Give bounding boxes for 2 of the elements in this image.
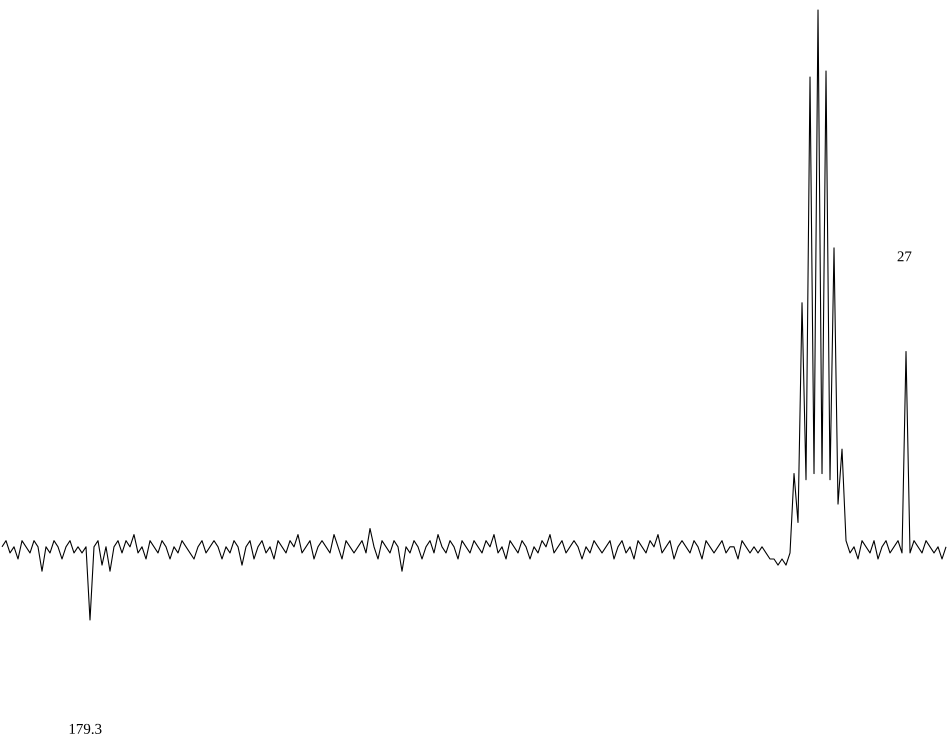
text: 179.3 bbox=[70, 724, 102, 734]
annotation: 27 bbox=[898, 251, 912, 262]
